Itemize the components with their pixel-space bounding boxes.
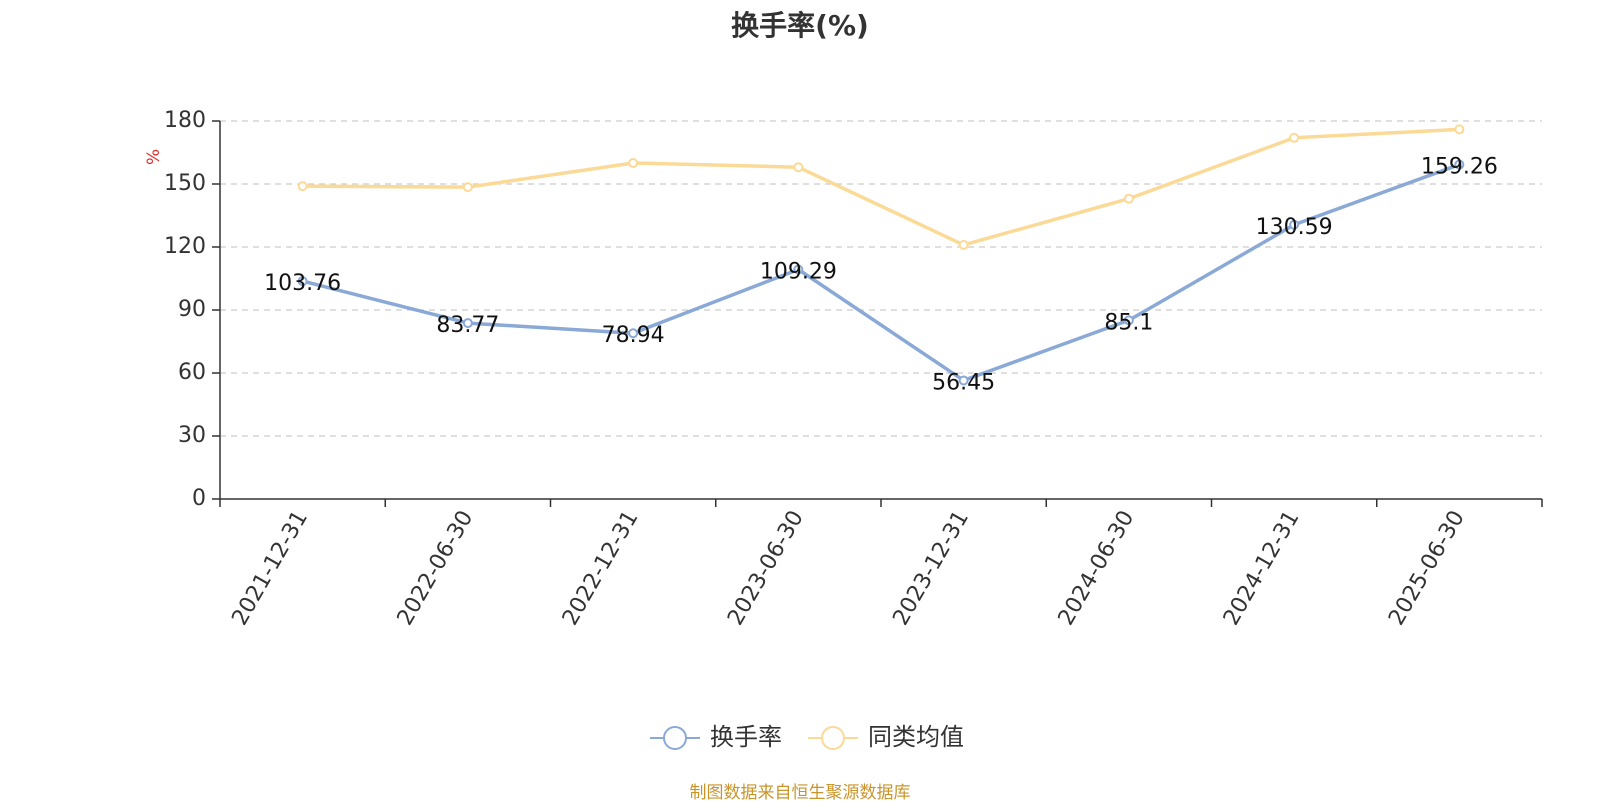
x-tick-label: 2025-06-30	[1384, 507, 1470, 630]
series-lines	[297, 124, 1465, 386]
legend-marker	[663, 726, 687, 750]
y-axis-unit: %	[144, 149, 164, 165]
legend-label: 换手率	[710, 723, 782, 751]
x-tick-label: 2023-06-30	[723, 507, 809, 630]
data-point	[297, 181, 308, 192]
x-tick-label: 2024-12-31	[1219, 507, 1305, 630]
x-tick-label: 2022-12-31	[558, 507, 644, 630]
grid-lines	[220, 120, 1542, 437]
data-point	[793, 264, 804, 275]
legend: 换手率 同类均值	[650, 723, 964, 751]
data-point	[1289, 219, 1300, 230]
x-tick-label: 2024-06-30	[1054, 507, 1140, 630]
data-point	[628, 328, 639, 339]
data-point	[958, 239, 969, 250]
y-tick-label: 30	[178, 423, 206, 448]
data-point	[1289, 132, 1300, 143]
data-label: 78.94	[602, 323, 665, 348]
y-tick-label: 0	[192, 486, 206, 511]
data-point	[1454, 159, 1465, 170]
data-point	[793, 162, 804, 173]
x-tick-label: 2021-12-31	[227, 507, 313, 630]
legend-marker	[821, 726, 845, 750]
data-label: 109.29	[760, 259, 837, 284]
data-label: 159.26	[1421, 155, 1498, 180]
data-label: 85.1	[1104, 310, 1153, 335]
y-tick-label: 150	[164, 171, 206, 196]
data-label: 130.59	[1256, 215, 1333, 240]
x-tick-label: 2022-06-30	[393, 507, 479, 630]
y-tick-label: 60	[178, 360, 206, 385]
x-tick-label: 2023-12-31	[888, 507, 974, 630]
data-point	[297, 276, 308, 287]
y-tick-labels: 0 30 60 90 120 150 180	[164, 108, 206, 511]
y-tick-label: 90	[178, 297, 206, 322]
data-point	[1454, 124, 1465, 135]
data-label: 103.76	[264, 271, 341, 296]
y-tick-label: 120	[164, 234, 206, 259]
source-note: 制图数据来自恒生聚源数据库	[689, 783, 911, 803]
y-tick-label: 180	[164, 108, 206, 133]
data-point	[1123, 193, 1134, 204]
data-label: 56.45	[932, 370, 995, 395]
x-tick-labels: 2021-12-31 2022-06-30 2022-12-31 2023-06-30…	[227, 507, 1469, 630]
data-point	[1123, 315, 1134, 326]
data-point	[958, 375, 969, 386]
data-label: 83.77	[436, 313, 499, 338]
series-line	[302, 162, 1460, 383]
data-point	[628, 158, 639, 168]
data-point	[462, 182, 473, 193]
data-point	[462, 318, 473, 329]
series-line	[302, 127, 1460, 247]
axes	[212, 120, 1543, 507]
legend-label: 同类均值	[868, 723, 964, 751]
chart-title: 换手率(%)	[731, 9, 869, 42]
data-labels: 103.76 83.77 78.94 109.29 56.45 85.1 130.59 159…	[264, 155, 1498, 396]
